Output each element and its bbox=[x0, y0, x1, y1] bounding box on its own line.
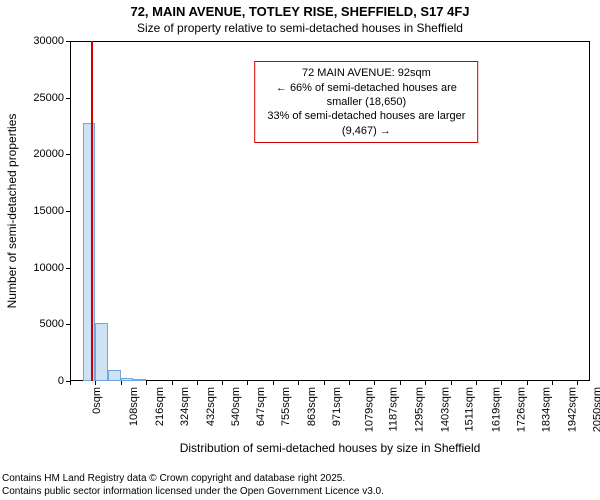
x-tick-mark bbox=[222, 381, 223, 385]
x-tick-label: 324sqm bbox=[179, 387, 191, 426]
annotation-line2: ← 66% of semi-detached houses are smalle… bbox=[264, 81, 470, 110]
reference-marker-line bbox=[91, 41, 93, 381]
x-tick-label: 1511sqm bbox=[464, 387, 476, 431]
x-tick-label: 0sqm bbox=[91, 387, 103, 414]
x-axis-label: Distribution of semi-detached houses by … bbox=[180, 441, 481, 455]
y-axis-label: Number of semi-detached properties bbox=[5, 114, 19, 309]
annotation-line3: 33% of semi-detached houses are larger (… bbox=[264, 109, 470, 138]
footer-line2: Contains public sector information licen… bbox=[2, 486, 384, 499]
x-tick-label: 647sqm bbox=[255, 387, 267, 426]
x-tick-mark bbox=[197, 381, 198, 385]
x-tick-mark bbox=[501, 381, 502, 385]
histogram-bar bbox=[121, 378, 134, 381]
chart-title-line1: 72, MAIN AVENUE, TOTLEY RISE, SHEFFIELD,… bbox=[0, 4, 600, 19]
y-tick-label: 15000 bbox=[33, 205, 64, 217]
histogram-bar bbox=[133, 379, 146, 381]
histogram-bar bbox=[83, 123, 96, 381]
x-tick-mark bbox=[577, 381, 578, 385]
x-tick-label: 540sqm bbox=[230, 387, 242, 426]
x-tick-mark bbox=[172, 381, 173, 385]
axis-border bbox=[589, 41, 590, 381]
y-tick-label: 25000 bbox=[33, 92, 64, 104]
axis-border bbox=[70, 41, 590, 42]
x-tick-mark bbox=[425, 381, 426, 385]
x-tick-label: 432sqm bbox=[205, 387, 217, 426]
histogram-bar bbox=[108, 370, 121, 381]
y-tick-label: 5000 bbox=[40, 318, 64, 330]
x-tick-label: 1403sqm bbox=[439, 387, 451, 432]
x-tick-mark bbox=[349, 381, 350, 385]
x-tick-label: 1187sqm bbox=[387, 387, 399, 431]
y-tick-label: 0 bbox=[58, 375, 64, 387]
axis-border bbox=[70, 41, 71, 381]
x-tick-mark bbox=[324, 381, 325, 385]
y-tick-mark bbox=[66, 268, 70, 269]
x-tick-label: 108sqm bbox=[129, 387, 141, 426]
x-tick-mark bbox=[451, 381, 452, 385]
annotation-line1: 72 MAIN AVENUE: 92sqm bbox=[264, 66, 470, 80]
y-tick-mark bbox=[66, 324, 70, 325]
x-tick-mark bbox=[374, 381, 375, 385]
y-tick-mark bbox=[66, 41, 70, 42]
x-tick-mark bbox=[121, 381, 122, 385]
y-tick-mark bbox=[66, 98, 70, 99]
y-tick-label: 10000 bbox=[33, 262, 64, 274]
x-tick-label: 1619sqm bbox=[490, 387, 502, 432]
x-tick-mark bbox=[298, 381, 299, 385]
x-tick-label: 863sqm bbox=[306, 387, 318, 426]
y-tick-mark bbox=[66, 211, 70, 212]
x-tick-label: 1942sqm bbox=[566, 387, 578, 432]
chart-area: Number of semi-detached properties 05000… bbox=[70, 41, 590, 381]
x-tick-label: 1726sqm bbox=[515, 387, 527, 432]
plot-area: 05000100001500020000250003000072 MAIN AV… bbox=[70, 41, 590, 381]
x-tick-label: 2050sqm bbox=[591, 387, 600, 432]
histogram-bar bbox=[95, 323, 108, 381]
y-tick-label: 30000 bbox=[33, 35, 64, 47]
chart-title-line2: Size of property relative to semi-detach… bbox=[0, 21, 600, 35]
x-tick-mark bbox=[476, 381, 477, 385]
x-tick-label: 755sqm bbox=[281, 387, 293, 426]
annotation-box: 72 MAIN AVENUE: 92sqm← 66% of semi-detac… bbox=[255, 61, 479, 142]
x-tick-mark bbox=[400, 381, 401, 385]
x-tick-label: 216sqm bbox=[154, 387, 166, 426]
x-tick-label: 971sqm bbox=[331, 387, 343, 426]
x-tick-mark bbox=[527, 381, 528, 385]
y-tick-label: 20000 bbox=[33, 148, 64, 160]
x-tick-mark bbox=[95, 381, 96, 385]
x-tick-mark bbox=[247, 381, 248, 385]
x-tick-mark bbox=[552, 381, 553, 385]
footer-line1: Contains HM Land Registry data © Crown c… bbox=[2, 473, 384, 486]
axis-border bbox=[70, 380, 590, 381]
x-tick-mark bbox=[70, 381, 71, 385]
y-tick-mark bbox=[66, 154, 70, 155]
x-tick-label: 1079sqm bbox=[363, 387, 375, 432]
footer-attribution: Contains HM Land Registry data © Crown c… bbox=[2, 473, 384, 498]
x-tick-label: 1295sqm bbox=[414, 387, 426, 432]
x-tick-mark bbox=[273, 381, 274, 385]
x-tick-mark bbox=[146, 381, 147, 385]
x-tick-label: 1834sqm bbox=[540, 387, 552, 432]
